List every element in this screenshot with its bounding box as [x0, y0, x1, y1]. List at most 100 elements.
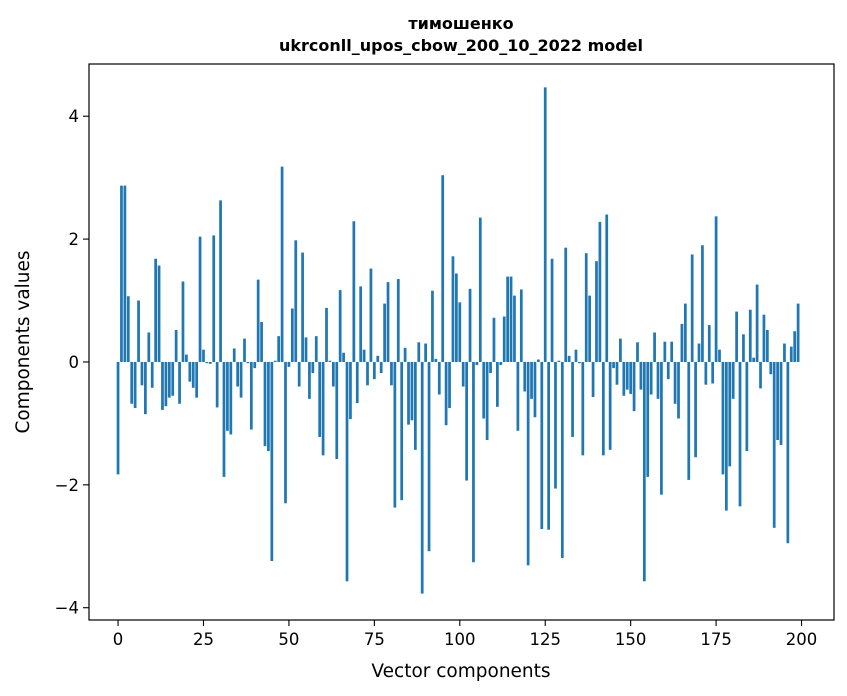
bar: [178, 361, 181, 404]
bar: [506, 276, 509, 362]
bar: [619, 338, 622, 362]
bar: [393, 361, 397, 508]
bar: [130, 361, 134, 404]
bar: [256, 279, 260, 362]
x-tick-label: 175: [700, 630, 732, 649]
bar: [150, 361, 154, 388]
bar: [212, 235, 216, 362]
bar: [499, 361, 503, 366]
bar: [724, 361, 728, 511]
bar: [485, 361, 489, 440]
bar: [239, 361, 243, 398]
bar: [314, 336, 318, 362]
bar: [690, 254, 694, 362]
bar: [338, 290, 342, 362]
bar: [625, 361, 629, 390]
bar: [420, 361, 424, 594]
bar: [417, 342, 421, 362]
bar: [386, 282, 390, 362]
bar: [140, 361, 144, 386]
bar: [554, 361, 557, 489]
x-axis-label: Vector components: [371, 661, 550, 682]
bar: [157, 265, 161, 362]
bar: [595, 261, 598, 362]
bar: [605, 214, 609, 362]
bar: [622, 361, 626, 396]
bar: [376, 355, 380, 362]
bar: [489, 361, 492, 374]
bar: [543, 87, 547, 362]
bar: [441, 175, 445, 362]
bar: [523, 361, 527, 392]
bar: [738, 361, 742, 507]
bar: [294, 240, 298, 362]
bar: [530, 361, 533, 399]
bar: [731, 361, 735, 399]
bar: [335, 361, 339, 460]
bar: [762, 314, 766, 362]
bar: [290, 308, 294, 362]
bar: [147, 332, 151, 362]
bar: [366, 361, 369, 386]
y-tick-label: −2: [55, 476, 79, 495]
bar: [670, 341, 674, 362]
bars-group: [116, 87, 800, 594]
bar: [396, 279, 400, 362]
bar: [427, 361, 431, 552]
bar: [574, 349, 578, 362]
bar: [451, 256, 455, 362]
bar: [249, 361, 253, 430]
bar: [284, 361, 287, 504]
bar: [680, 323, 684, 362]
bar: [308, 361, 311, 399]
bar: [547, 361, 551, 530]
bar: [400, 361, 404, 501]
bar: [403, 347, 407, 362]
bar: [673, 361, 677, 404]
bar: [246, 361, 250, 364]
bar: [455, 273, 458, 362]
bar: [318, 361, 322, 437]
bar: [646, 361, 650, 477]
bar: [359, 286, 363, 362]
bar: [414, 361, 417, 450]
bar: [533, 361, 537, 418]
bar: [270, 361, 274, 562]
bar: [742, 334, 745, 362]
bar: [171, 361, 175, 396]
bar: [492, 317, 496, 362]
bar: [796, 303, 800, 362]
bar: [116, 361, 120, 475]
bar: [444, 361, 448, 426]
bar: [513, 295, 516, 362]
bar: [437, 361, 441, 395]
x-tick-label: 150: [615, 630, 647, 649]
y-tick-label: −4: [55, 599, 79, 618]
bar: [328, 360, 332, 362]
chart-title-line2: ukrconll_upos_cbow_200_10_2022 model: [279, 36, 643, 55]
bar: [779, 361, 783, 445]
bar: [482, 361, 486, 419]
bar: [653, 332, 656, 362]
y-tick-label: 4: [69, 107, 80, 126]
bar: [342, 352, 345, 362]
bar: [191, 361, 195, 388]
bar: [683, 303, 687, 362]
bar: [431, 290, 434, 362]
bar: [793, 331, 797, 362]
bar: [331, 361, 335, 387]
bar: [632, 361, 636, 412]
bar: [718, 349, 721, 362]
bar: [697, 343, 701, 362]
bar: [369, 268, 373, 362]
bar: [304, 337, 308, 362]
bar: [407, 361, 410, 425]
bar: [769, 361, 773, 375]
bar: [133, 361, 137, 409]
x-tick-label: 75: [364, 630, 385, 649]
bar: [701, 245, 704, 362]
bar: [694, 361, 697, 458]
bar: [748, 309, 752, 362]
x-axis-ticks: 0 25 50 75 100 125 150 175 200: [113, 620, 817, 649]
bar: [345, 361, 349, 582]
